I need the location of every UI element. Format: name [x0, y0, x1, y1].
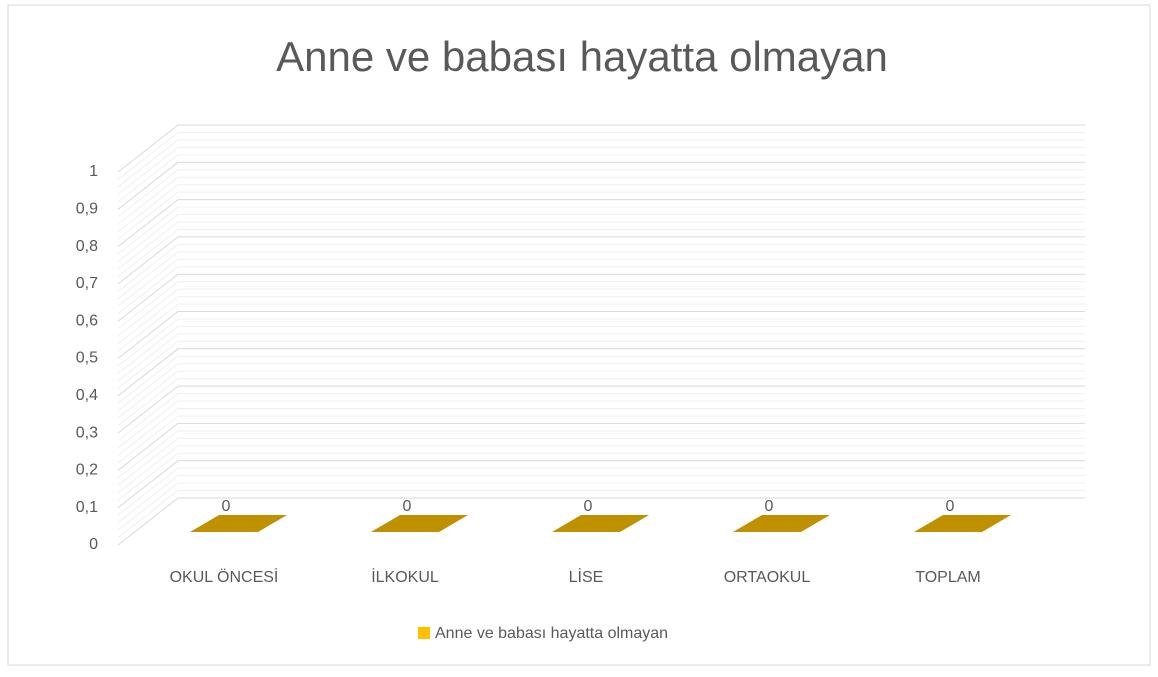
- y-tick-label: 0: [89, 536, 98, 553]
- grid-line: [117, 311, 1085, 359]
- data-label: 0: [765, 498, 774, 515]
- grid-line: [117, 236, 1085, 285]
- grid-line: [117, 348, 1085, 397]
- minor-grid-line: [117, 325, 1085, 374]
- minor-grid-line: [117, 452, 1085, 501]
- minor-grid-line: [117, 184, 1085, 233]
- minor-grid-line: [117, 258, 1085, 307]
- x-tick-label: OKUL ÖNCESİ: [170, 567, 279, 586]
- minor-grid-line: [117, 191, 1085, 240]
- minor-grid-line: [117, 467, 1085, 516]
- x-tick-label: TOPLAM: [915, 569, 981, 586]
- bar: [733, 515, 830, 532]
- minor-grid-line: [117, 296, 1085, 344]
- y-tick-label: 0,8: [76, 238, 98, 255]
- legend-label: Anne ve babası hayatta olmayan: [435, 625, 668, 642]
- minor-grid-line: [117, 303, 1085, 352]
- minor-grid-line: [117, 139, 1085, 188]
- y-tick-label: 0,3: [76, 424, 98, 441]
- minor-grid-line: [117, 370, 1085, 419]
- x-tick-label: LİSE: [569, 567, 604, 586]
- grid-line: [117, 199, 1085, 247]
- y-tick-label: 0,2: [76, 462, 98, 479]
- grid-line: [117, 422, 1085, 471]
- minor-grid-line: [117, 333, 1085, 382]
- minor-grid-line: [117, 482, 1085, 531]
- y-tick-label: 1: [89, 163, 98, 180]
- data-label: 0: [403, 498, 412, 515]
- legend-swatch: [418, 627, 430, 639]
- minor-grid-line: [117, 363, 1085, 412]
- minor-grid-line: [117, 407, 1085, 456]
- minor-grid-line: [117, 214, 1085, 262]
- minor-grid-line: [117, 490, 1085, 538]
- data-label: 0: [584, 498, 593, 515]
- minor-grid-line: [117, 393, 1085, 441]
- minor-grid-line: [117, 176, 1085, 225]
- minor-grid-line: [117, 206, 1085, 255]
- bar: [190, 515, 287, 532]
- x-tick-label: ORTAOKUL: [724, 569, 811, 586]
- minor-grid-line: [117, 131, 1085, 180]
- y-tick-label: 0,6: [76, 312, 98, 329]
- y-tick-label: 0,9: [76, 201, 98, 218]
- minor-grid-line: [117, 437, 1085, 486]
- y-tick-label: 0,7: [76, 275, 98, 292]
- minor-grid-line: [117, 430, 1085, 479]
- y-tick-label: 0,1: [76, 499, 98, 516]
- grid-line: [117, 273, 1085, 322]
- minor-grid-line: [117, 318, 1085, 367]
- bar: [371, 515, 468, 532]
- data-label: 0: [222, 498, 231, 515]
- grid-line: [117, 497, 1085, 546]
- minor-grid-line: [117, 154, 1085, 203]
- minor-grid-line: [117, 221, 1085, 270]
- grid-line: [117, 460, 1085, 509]
- minor-grid-line: [117, 281, 1085, 330]
- minor-grid-line: [117, 169, 1085, 218]
- minor-grid-line: [117, 228, 1085, 277]
- chart-title: Anne ve babası hayatta olmayan: [276, 33, 888, 80]
- minor-grid-line: [117, 251, 1085, 300]
- grid-line: [117, 161, 1085, 210]
- minor-grid-line: [117, 415, 1085, 464]
- grid-line: [117, 385, 1085, 434]
- minor-grid-line: [117, 355, 1085, 404]
- minor-grid-line: [117, 243, 1085, 292]
- minor-grid-line: [117, 400, 1085, 449]
- grid-line: [117, 124, 1085, 173]
- minor-grid-line: [117, 288, 1085, 337]
- x-tick-label: İLKOKUL: [371, 567, 439, 586]
- minor-grid-line: [117, 266, 1085, 315]
- y-tick-label: 0,4: [76, 387, 98, 404]
- y-tick-label: 0,5: [76, 350, 98, 367]
- minor-grid-line: [117, 378, 1085, 427]
- bar: [552, 515, 649, 532]
- bar: [914, 515, 1011, 532]
- minor-grid-line: [117, 340, 1085, 389]
- minor-grid-line: [117, 475, 1085, 524]
- chart-frame: [7, 4, 1151, 666]
- data-label: 0: [946, 498, 955, 515]
- minor-grid-line: [117, 146, 1085, 195]
- minor-grid-line: [117, 445, 1085, 494]
